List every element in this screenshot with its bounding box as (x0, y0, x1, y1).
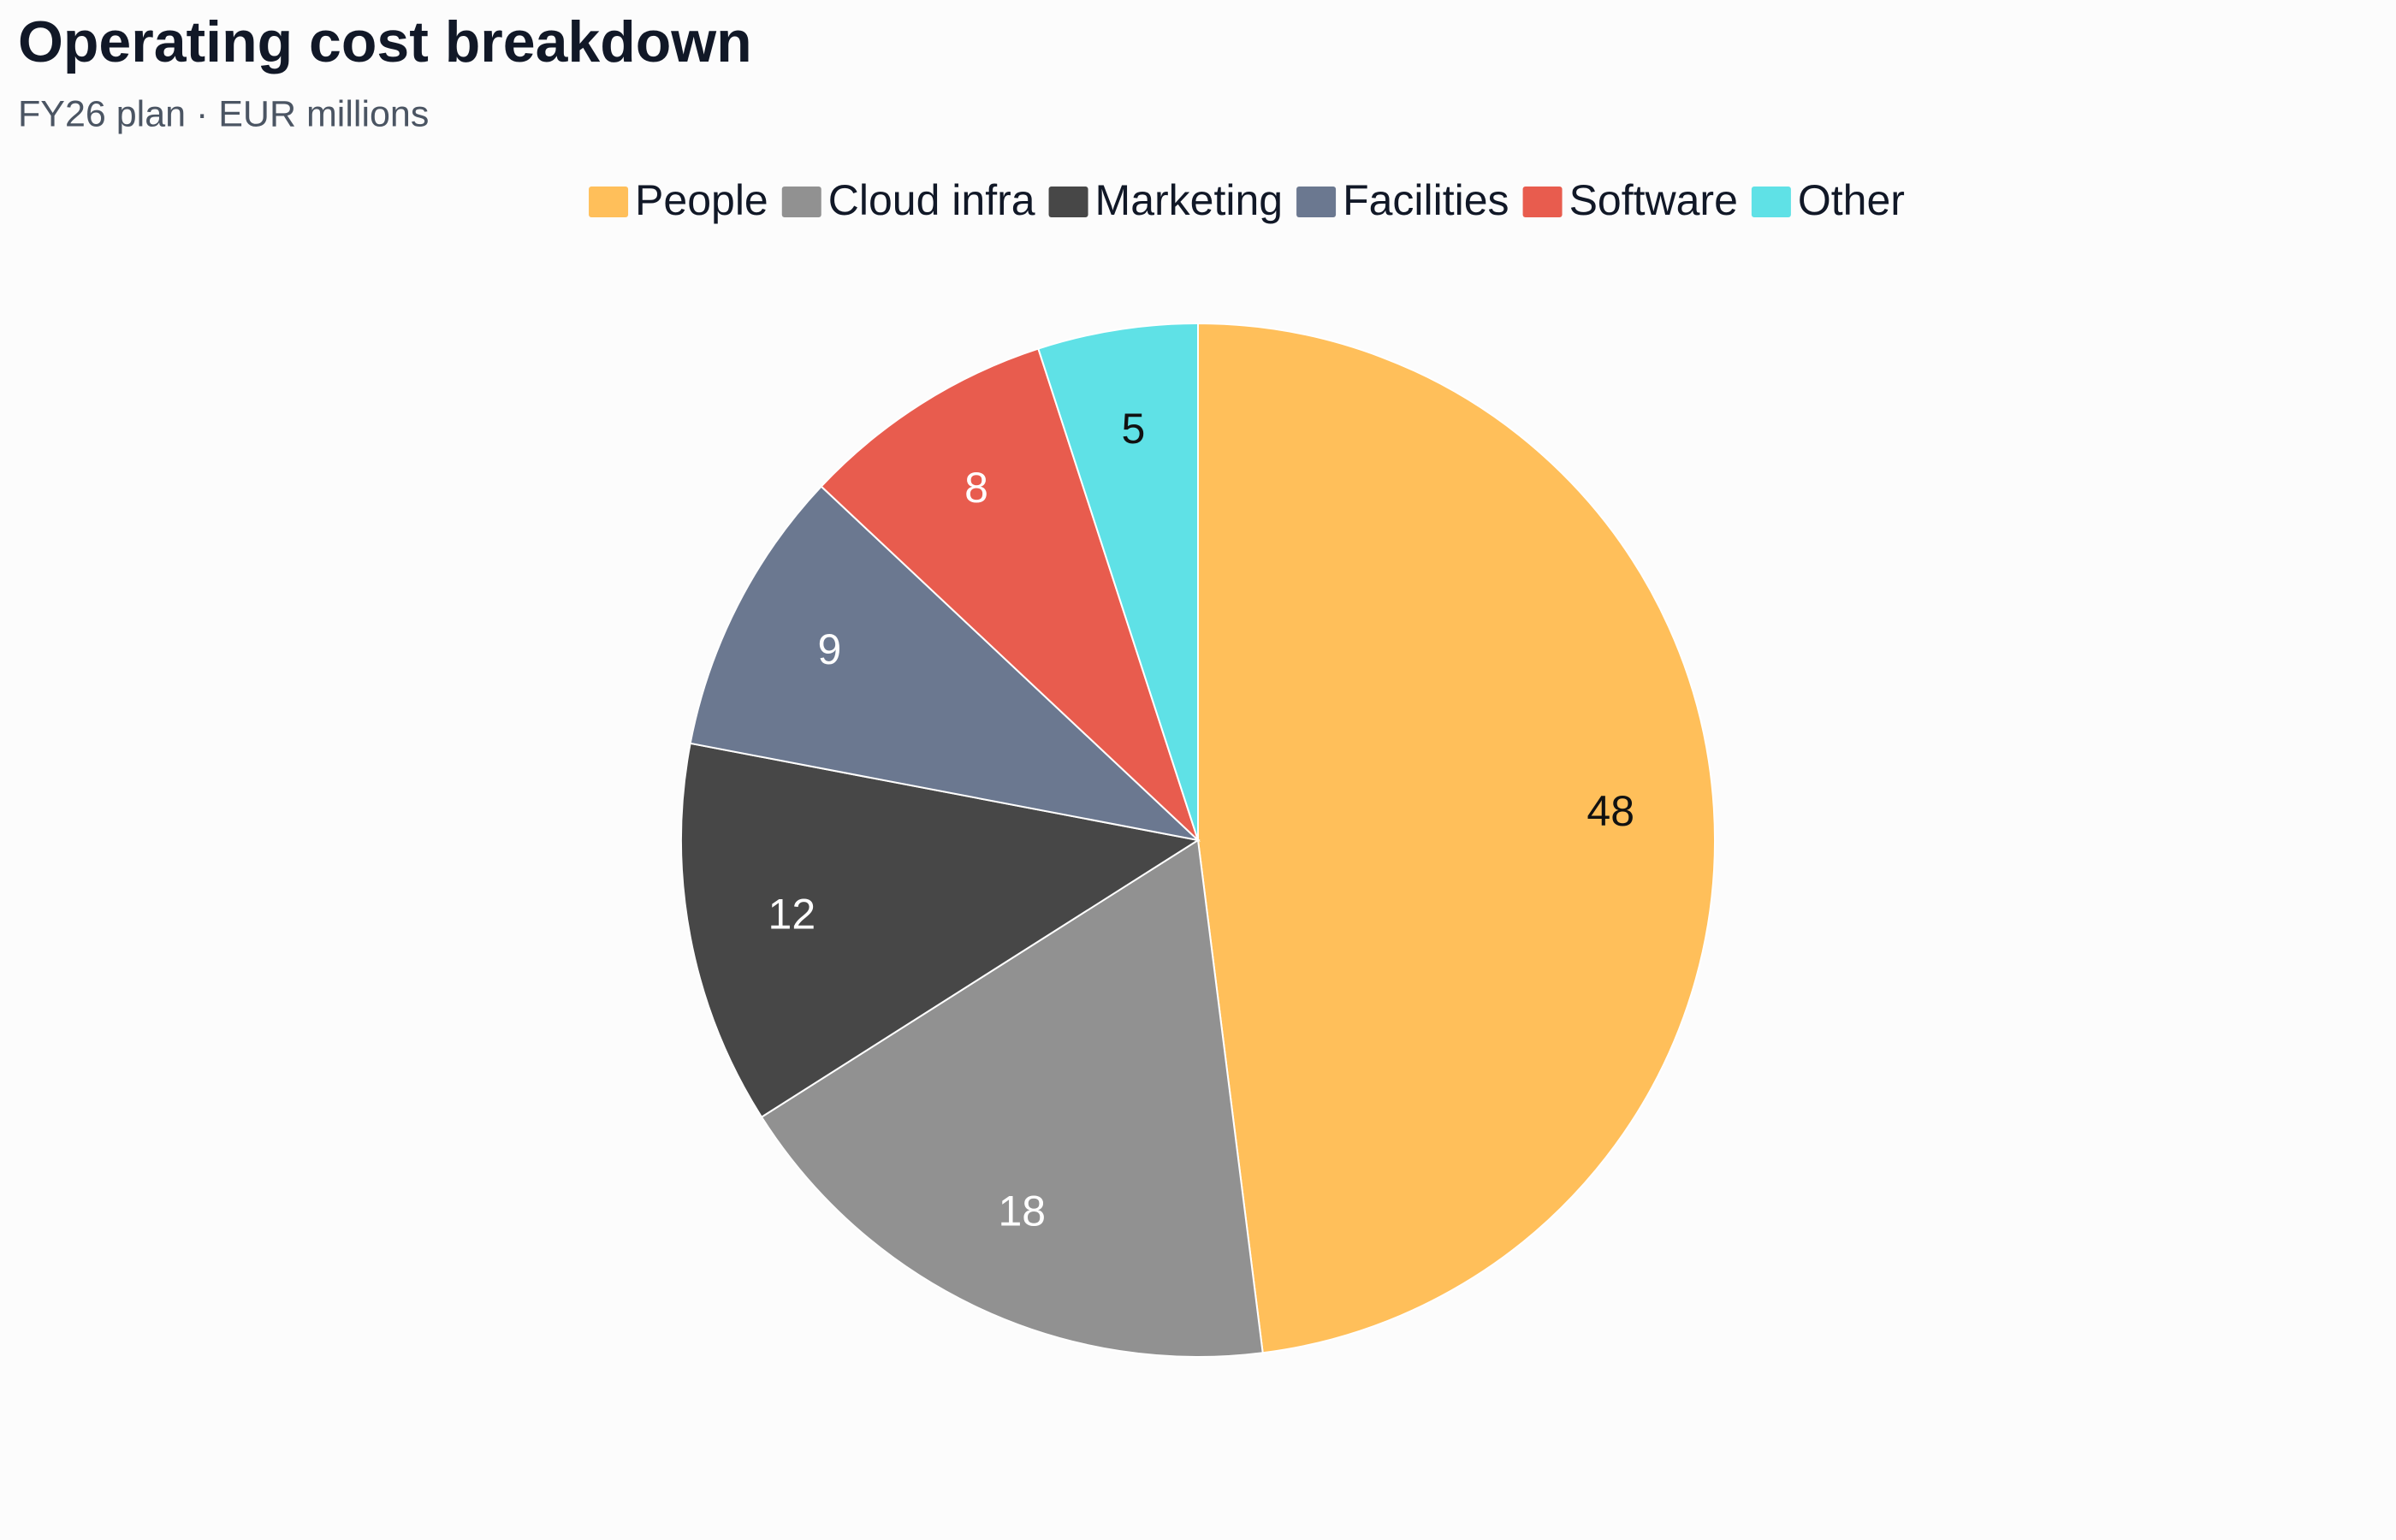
legend-label: Cloud infra (828, 176, 1035, 224)
legend-item: Software (1522, 176, 1738, 224)
data-label: 5 (1122, 405, 1146, 453)
legend-item: Facilities (1296, 176, 1509, 224)
pie-slice (1037, 322, 1199, 841)
pie-slice (680, 742, 1201, 1119)
data-label: 12 (768, 891, 816, 939)
legend-label: Facilities (1343, 176, 1509, 224)
legend-swatch (1751, 187, 1791, 217)
pie-slice (760, 838, 1264, 1358)
pie-slice (820, 347, 1199, 841)
legend-label: Software (1569, 176, 1738, 224)
data-label: 18 (998, 1187, 1046, 1235)
data-label: 9 (818, 625, 842, 673)
pie: 48 18 12 9 8 5 (680, 322, 1716, 1358)
legend-swatch (1522, 187, 1563, 217)
legend-swatch (589, 187, 629, 217)
legend-item: Other (1751, 176, 1905, 224)
legend-swatch (1296, 187, 1337, 217)
legend-label: People (635, 176, 768, 224)
legend-swatch (781, 187, 821, 217)
pie-slice (1197, 322, 1716, 1354)
legend-swatch (1048, 187, 1088, 217)
chart-subtitle: FY26 plan · EUR millions (18, 93, 429, 134)
legend: People Cloud infra Marketing Facilities Soft… (589, 176, 1905, 224)
legend-label: Marketing (1095, 176, 1284, 224)
legend-item: People (589, 176, 768, 224)
chart-title: Operating cost breakdown (18, 9, 752, 74)
legend-item: Marketing (1048, 176, 1284, 224)
data-label: 8 (964, 464, 988, 512)
data-label: 48 (1586, 787, 1634, 835)
legend-label: Other (1798, 176, 1905, 224)
legend-item: Cloud infra (781, 176, 1035, 224)
pie-slice (689, 485, 1201, 842)
